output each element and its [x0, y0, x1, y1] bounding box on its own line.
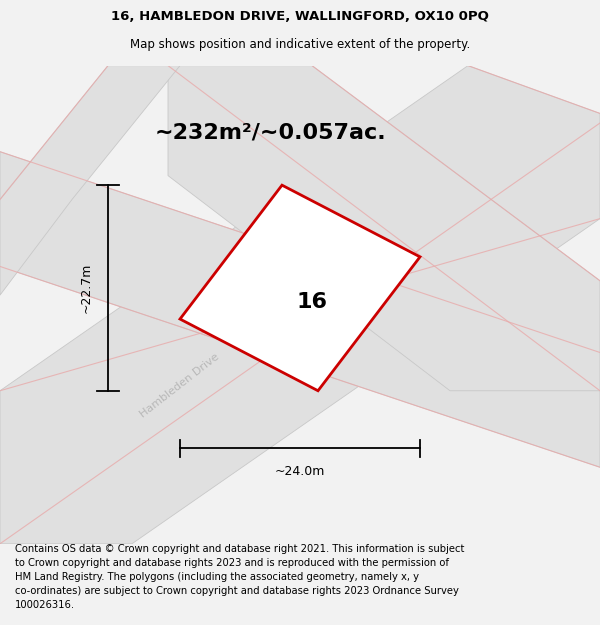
- Text: ~22.7m: ~22.7m: [80, 262, 93, 313]
- Polygon shape: [180, 185, 420, 391]
- Text: ~232m²/~0.057ac.: ~232m²/~0.057ac.: [154, 123, 386, 143]
- Text: Map shows position and indicative extent of the property.: Map shows position and indicative extent…: [130, 38, 470, 51]
- Text: Contains OS data © Crown copyright and database right 2021. This information is : Contains OS data © Crown copyright and d…: [15, 544, 464, 610]
- Polygon shape: [0, 152, 600, 468]
- Text: 16: 16: [296, 292, 328, 312]
- Polygon shape: [0, 66, 600, 544]
- Text: Hambleden Drive: Hambleden Drive: [139, 352, 221, 420]
- Text: ~24.0m: ~24.0m: [275, 465, 325, 478]
- Polygon shape: [0, 66, 180, 295]
- Polygon shape: [168, 66, 600, 391]
- Text: 16, HAMBLEDON DRIVE, WALLINGFORD, OX10 0PQ: 16, HAMBLEDON DRIVE, WALLINGFORD, OX10 0…: [111, 10, 489, 23]
